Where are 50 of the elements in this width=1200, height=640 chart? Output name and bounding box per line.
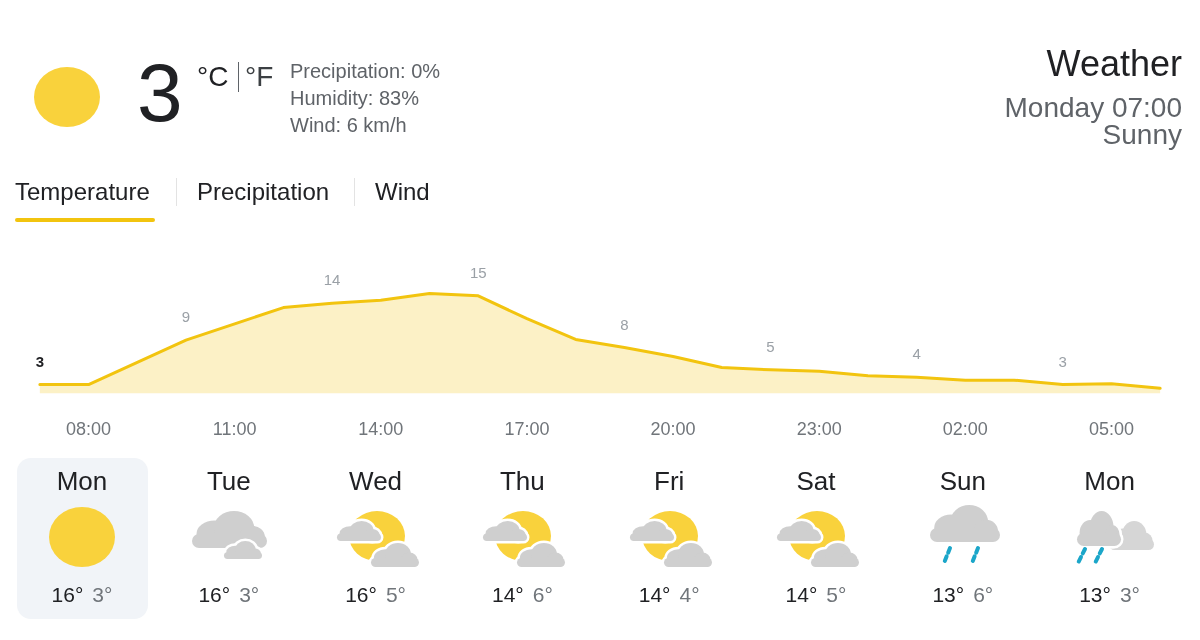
data-label: 3	[1058, 352, 1067, 370]
category-label: Sat	[795, 466, 837, 496]
category-label: Tue	[205, 466, 252, 496]
text: 16°	[51, 583, 84, 606]
text: 5°	[385, 583, 407, 606]
text: 3°	[239, 583, 260, 606]
text: 13°	[1079, 583, 1111, 606]
text: Wind: 6 km/h	[290, 114, 407, 136]
text: 16°	[198, 583, 231, 606]
data-label: 4	[912, 345, 921, 363]
data-label: 5	[766, 337, 775, 355]
x-tick-label: 20:00	[650, 418, 696, 439]
text: 14°	[638, 583, 671, 606]
x-tick-label: 17:00	[504, 418, 550, 439]
category-label: Mon	[55, 466, 109, 496]
x-tick-label: 23:00	[796, 418, 842, 439]
data-label: 3	[35, 352, 45, 370]
text: 14°	[785, 583, 818, 606]
category-label: Fri	[653, 466, 686, 496]
text: 6°	[532, 583, 553, 606]
text: 13°	[932, 583, 965, 606]
category-label: Mon	[1083, 466, 1136, 496]
text: 14°	[491, 583, 524, 606]
text: 3°	[1119, 583, 1141, 606]
category-label: Wed	[348, 466, 404, 496]
text: 3	[137, 47, 183, 138]
text: 5°	[826, 583, 847, 606]
text: Wind	[375, 178, 430, 205]
category-label: Thu	[499, 466, 546, 496]
data-label: 14	[323, 271, 341, 289]
data-label: 9	[181, 308, 191, 326]
x-tick-label: 05:00	[1088, 418, 1134, 439]
data-label: 15	[469, 263, 487, 281]
text: 6°	[973, 583, 994, 606]
text: 4°	[679, 583, 700, 606]
text: Precipitation: 0%	[290, 60, 441, 82]
x-tick-label: 14:00	[358, 418, 404, 439]
text: 16°	[345, 583, 377, 606]
x-tick-label: 08:00	[66, 418, 112, 439]
x-tick-label: 02:00	[942, 418, 988, 439]
x-tick-label: 11:00	[212, 418, 257, 439]
text: 3°	[92, 583, 113, 606]
category-label: Sun	[938, 466, 987, 496]
text: °C	[197, 61, 229, 92]
data-label: 8	[620, 315, 629, 333]
text: °F	[245, 61, 274, 92]
text: Humidity: 83%	[290, 87, 419, 109]
text: Precipitation	[197, 178, 330, 205]
chart-title: Weather	[1046, 43, 1182, 84]
text: Temperature	[15, 178, 150, 205]
